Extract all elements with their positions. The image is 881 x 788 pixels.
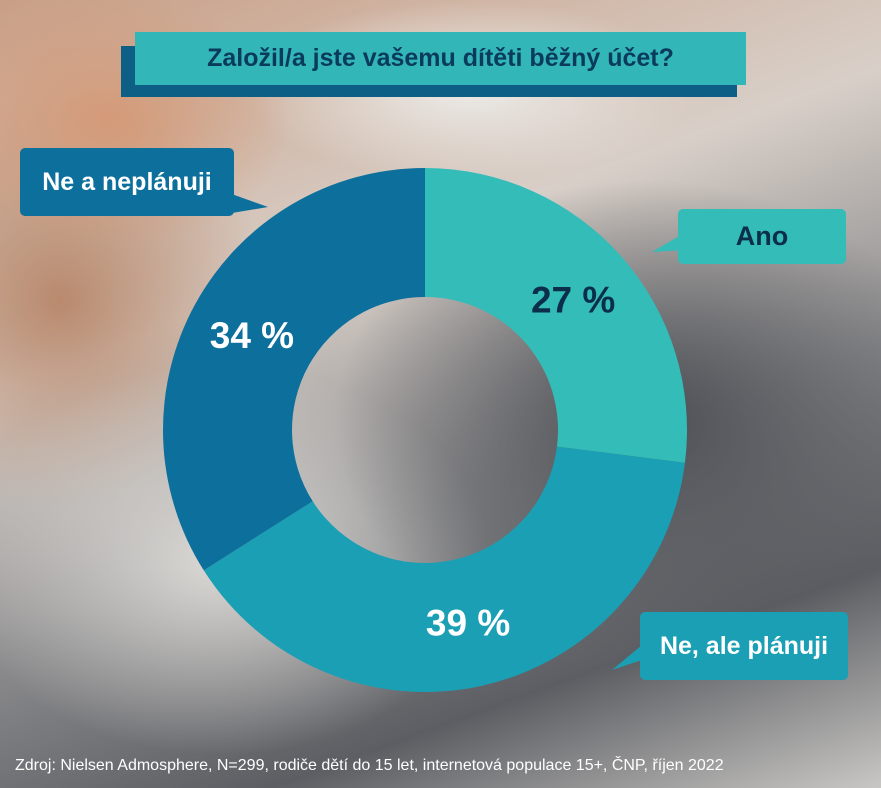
- tail-ne-a-neplanuji: [226, 192, 268, 214]
- source-note: Zdroj: Nielsen Admosphere, N=299, rodiče…: [15, 757, 724, 774]
- title-box: Založil/a jste vašemu dítěti běžný účet?: [135, 32, 746, 85]
- slice-ne-ale-planuji: [203, 446, 685, 692]
- legend-label-ne-ale-planuji: Ne, ale plánuji: [659, 631, 829, 660]
- legend-bubble-ne-a-neplanuji: Ne a neplánuji: [20, 148, 234, 216]
- tail-ano: [652, 232, 686, 252]
- legend-label-ne-a-neplanuji: Ne a neplánuji: [42, 167, 212, 196]
- value-label-ne-a-neplanuji: 34 %: [210, 315, 294, 356]
- slice-ne-a-neplanuji: [163, 168, 425, 571]
- legend-label-ano: Ano: [735, 221, 789, 251]
- tail-ne-ale-planuji: [612, 640, 648, 670]
- chart-title: Založil/a jste vašemu dítěti běžný účet?: [207, 44, 674, 72]
- value-label-ano: 27 %: [531, 279, 615, 320]
- legend-bubble-ano: Ano: [678, 209, 846, 264]
- slice-ano: [425, 168, 687, 463]
- value-label-ne-ale-planuji: 39 %: [426, 603, 510, 644]
- legend-bubble-ne-ale-planuji: Ne, ale plánuji: [640, 612, 848, 680]
